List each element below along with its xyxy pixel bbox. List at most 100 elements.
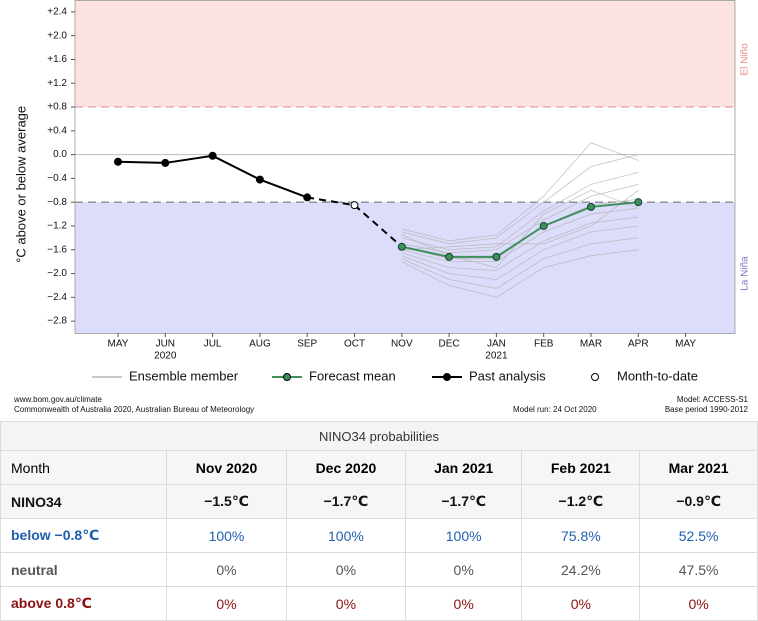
- y-tick-label: −2.0: [47, 268, 67, 279]
- legend-marker: [283, 373, 291, 381]
- table-cell: −1.2℃: [521, 484, 641, 519]
- probability-table: NINO34 probabilities Month Nov 2020 Dec 202…: [0, 421, 758, 621]
- table-cell: neutral: [0, 552, 167, 587]
- y-tick-label: +1.6: [47, 54, 67, 65]
- data-point: [208, 151, 217, 160]
- la-nina-zone: [75, 202, 735, 333]
- ensemble-member: [401, 142, 639, 242]
- ensemble-member: [401, 183, 639, 254]
- data-point: [255, 175, 264, 184]
- table-row: below −0.8℃ 100% 100% 100% 75.8% 52.5%: [0, 518, 758, 553]
- table-cell: above 0.8℃: [0, 586, 167, 621]
- y-tick-label: +2.0: [47, 30, 67, 41]
- y-tick-label: −2.4: [47, 292, 67, 303]
- ensemble-member: [401, 216, 639, 271]
- table-cell: 52.5%: [639, 518, 758, 553]
- data-point: [114, 157, 122, 166]
- y-tick-label: −2.8: [47, 316, 67, 327]
- data-point: [350, 201, 359, 210]
- ensemble-member: [401, 225, 639, 280]
- table-cell: Mar 2021: [639, 450, 758, 485]
- x-tick-label: FEB: [534, 339, 554, 350]
- table-cell: 0%: [404, 552, 523, 587]
- x-tick-label: NOV: [391, 339, 413, 350]
- la-nina-label: La Niña: [740, 256, 751, 291]
- table-cell: −1.5℃: [166, 484, 287, 519]
- x-tick-label: AUG: [249, 339, 271, 350]
- x-tick-label: MAR: [580, 339, 602, 350]
- table-cell: Jan 2021: [404, 450, 523, 485]
- table-cell: NINO34: [0, 484, 167, 519]
- table-cell: Feb 2021: [521, 450, 641, 485]
- series-line: [401, 201, 639, 258]
- x-tick-label: JAN: [487, 339, 506, 350]
- table-header-row: Month Nov 2020 Dec 2020 Jan 2021 Feb 2021 Mar…: [0, 450, 758, 485]
- table-cell: 0%: [166, 586, 287, 621]
- legend-marker: [591, 373, 599, 381]
- table-cell: −1.7℃: [285, 484, 406, 519]
- ensemble-member: [401, 207, 639, 263]
- table-cell: 100%: [285, 518, 406, 553]
- x-year-label: 2020: [154, 351, 177, 362]
- plot-border: [74, 0, 736, 334]
- table-cell: −0.9℃: [639, 484, 758, 519]
- table-cell: 47.5%: [639, 552, 758, 587]
- y-tick-label: −1.2: [47, 221, 67, 232]
- table-row: NINO34 −1.5℃ −1.7℃ −1.7℃ −1.2℃ −0.9℃: [0, 484, 758, 519]
- y-axis-label: °C above or below average: [13, 106, 28, 263]
- table-cell: 100%: [166, 518, 287, 553]
- ensemble-member: [401, 172, 639, 251]
- ensemble-member: [401, 237, 639, 289]
- data-point: [161, 158, 170, 167]
- data-point: [303, 193, 312, 202]
- ensemble-member: [401, 154, 639, 245]
- table-cell: 0%: [404, 586, 523, 621]
- data-point: [634, 198, 643, 207]
- ensemble-member: [401, 249, 639, 298]
- y-tick-label: −1.6: [47, 244, 67, 255]
- table-cell: 0%: [166, 552, 287, 587]
- legend-label: Past analysis: [469, 368, 546, 383]
- y-tick-label: +2.4: [47, 7, 67, 18]
- el-nino-label: El Niño: [740, 43, 751, 76]
- series-line: [117, 154, 308, 199]
- x-tick-label: JUL: [204, 339, 222, 350]
- x-tick-label: DEC: [439, 339, 460, 350]
- connector: [307, 196, 403, 248]
- table-cell: 75.8%: [521, 518, 641, 553]
- x-tick-label: JUN: [156, 339, 175, 350]
- table-cell: Dec 2020: [285, 450, 406, 485]
- y-tick-label: +0.4: [47, 125, 67, 136]
- el-nino-zone: [75, 0, 735, 108]
- x-tick-label: OCT: [344, 339, 365, 350]
- table-cell: 24.2%: [521, 552, 641, 587]
- table-cell: 0%: [521, 586, 641, 621]
- table-title-row: NINO34 probabilities: [0, 421, 758, 451]
- x-tick-label: APR: [628, 339, 649, 350]
- x-year-label: 2021: [485, 351, 508, 362]
- table-cell: 0%: [285, 552, 406, 587]
- footer-left: Commonwealth of Australia 2020, Australi…: [14, 405, 254, 414]
- legend-label: Forecast mean: [309, 368, 396, 383]
- y-tick-label: +0.8: [47, 102, 67, 113]
- footer-left: www.bom.gov.au/climate: [13, 395, 102, 404]
- chart: El Niño La Niña +2.4 +2.0 +1.6 +1.2 +0.8 +0.4 0.…: [13, 0, 751, 414]
- y-tick-label: 0.0: [53, 149, 67, 160]
- data-point: [492, 252, 501, 261]
- data-point: [587, 202, 595, 211]
- footer-right: Base period 1990-2012: [665, 405, 749, 414]
- legend-label: Ensemble member: [129, 368, 239, 383]
- y-tick-label: −0.8: [47, 197, 67, 208]
- legend-marker: [443, 373, 451, 381]
- footer-right: Model: ACCESS-S1: [677, 395, 749, 404]
- x-tick-label: MAY: [675, 339, 696, 350]
- table-cell: below −0.8℃: [0, 518, 167, 553]
- table-cell: Month: [0, 450, 167, 485]
- y-tick-label: −0.4: [47, 173, 67, 184]
- data-point: [539, 221, 548, 230]
- x-tick-label: MAY: [108, 339, 129, 350]
- table-cell: 0%: [285, 586, 406, 621]
- y-tick-label: +1.2: [47, 78, 67, 89]
- data-point: [397, 242, 406, 251]
